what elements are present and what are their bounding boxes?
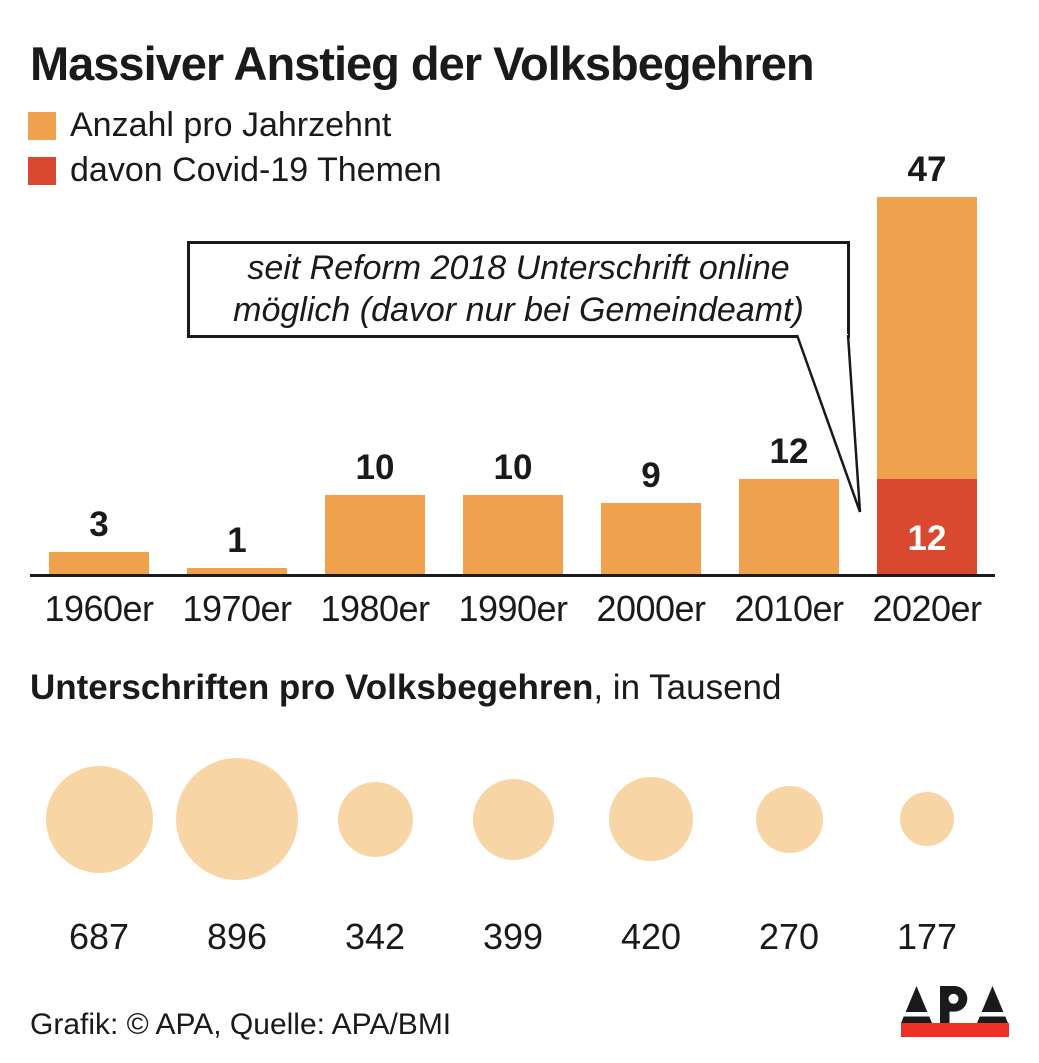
legend-label: davon Covid-19 Themen	[70, 151, 442, 189]
bar-value-label-1960er: 3	[89, 505, 109, 544]
bar-1960er	[49, 552, 149, 576]
bubble-896	[176, 758, 298, 880]
bubble-value-label-342: 342	[344, 916, 406, 957]
bar-value-label-2000er: 9	[641, 456, 661, 495]
legend-swatch-red	[28, 156, 56, 185]
x-axis-baseline	[30, 574, 995, 577]
bubble-value-label-399: 399	[482, 916, 544, 957]
bar-2010er	[739, 479, 839, 576]
apa-logo-red-bar	[901, 1023, 1009, 1037]
x-axis-label-1980er: 1980er	[320, 588, 430, 629]
bar-value-label-2020er: 47	[907, 150, 947, 189]
legend-swatch-orange	[28, 111, 56, 140]
annotation-line-1: seit Reform 2018 Unterschrift online	[247, 249, 790, 287]
bar-value-label-1990er: 10	[493, 448, 533, 487]
annotation-callout-box: seit Reform 2018 Unterschrift online mög…	[187, 241, 850, 338]
bubble-value-label-177: 177	[896, 916, 958, 957]
x-axis-label-1990er: 1990er	[458, 588, 568, 629]
x-axis-label-1970er: 1970er	[182, 588, 292, 629]
bubble-342	[337, 781, 413, 857]
bubble-687	[45, 765, 153, 873]
bar-covid-segment-2020er: 12	[877, 479, 977, 576]
bubble-420	[609, 777, 693, 861]
bar-1990er	[463, 495, 563, 576]
x-axis-label-2010er: 2010er	[734, 588, 844, 629]
bar-1970er	[187, 568, 287, 576]
x-axis-label-1960er: 1960er	[44, 588, 154, 629]
section2-title: Unterschriften pro Volksbegehren, in Tau…	[30, 668, 781, 708]
section2-title-bold: Unterschriften pro Volksbegehren	[30, 668, 594, 707]
legend-label: Anzahl pro Jahrzehnt	[70, 106, 392, 144]
x-axis-label-2000er: 2000er	[596, 588, 706, 629]
bar-value-label-2010er: 12	[769, 432, 809, 471]
bar-1980er	[325, 495, 425, 576]
bubble-value-label-270: 270	[758, 916, 820, 957]
annotation-line-2: möglich (davor nur bei Gemeindeamt)	[233, 291, 804, 329]
covid-segment-value-label: 12	[907, 519, 947, 558]
legend-item-covid: davon Covid-19 Themen	[28, 151, 442, 190]
page-title: Massiver Anstieg der Volksbegehren	[30, 37, 815, 90]
bubble-270	[755, 785, 823, 853]
bar-2000er	[601, 503, 701, 576]
bubble-value-label-420: 420	[620, 916, 682, 957]
legend-item-decade-count: Anzahl pro Jahrzehnt	[28, 106, 391, 145]
bar-value-label-1980er: 10	[355, 448, 395, 487]
x-axis-label-2020er: 2020er	[872, 588, 982, 629]
bubble-value-label-896: 896	[206, 916, 268, 957]
bar-value-label-1970er: 1	[227, 521, 247, 560]
bubble-399	[472, 778, 554, 860]
apa-logo	[901, 986, 1009, 1037]
footer-credit: Grafik: © APA, Quelle: APA/BMI	[30, 1008, 452, 1041]
section2-title-rest: , in Tausend	[593, 668, 782, 707]
annotation-callout-tail	[795, 334, 862, 513]
bubble-177	[900, 792, 954, 846]
bubble-value-label-687: 687	[68, 916, 130, 957]
